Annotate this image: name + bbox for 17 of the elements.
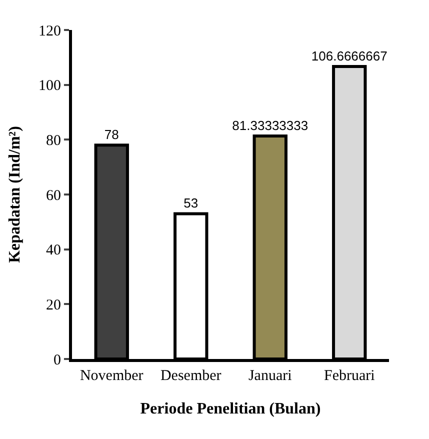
y-tick-label: 120 xyxy=(38,23,61,40)
x-axis-title: Periode Penelitian (Bulan) xyxy=(140,400,321,418)
data-label: 81.33333333 xyxy=(232,118,308,134)
x-tick-label: Januari xyxy=(248,368,292,384)
data-label: 78 xyxy=(104,127,119,142)
y-tick-label: 100 xyxy=(38,78,61,94)
x-tick-label: Februari xyxy=(324,368,375,384)
y-tick-label: 0 xyxy=(54,352,61,368)
y-tick-label: 20 xyxy=(46,297,61,314)
y-tick-label: 80 xyxy=(46,132,61,149)
y-axis-title: Kepadatan (Ind/m²) xyxy=(6,126,24,263)
data-label: 53 xyxy=(184,196,198,211)
y-tick-label: 60 xyxy=(46,188,61,204)
y-tick-label: 40 xyxy=(46,242,61,259)
data-label: 106.6666667 xyxy=(311,48,388,64)
x-tick-label: November xyxy=(80,368,144,384)
x-tick-label: Desember xyxy=(160,368,222,384)
